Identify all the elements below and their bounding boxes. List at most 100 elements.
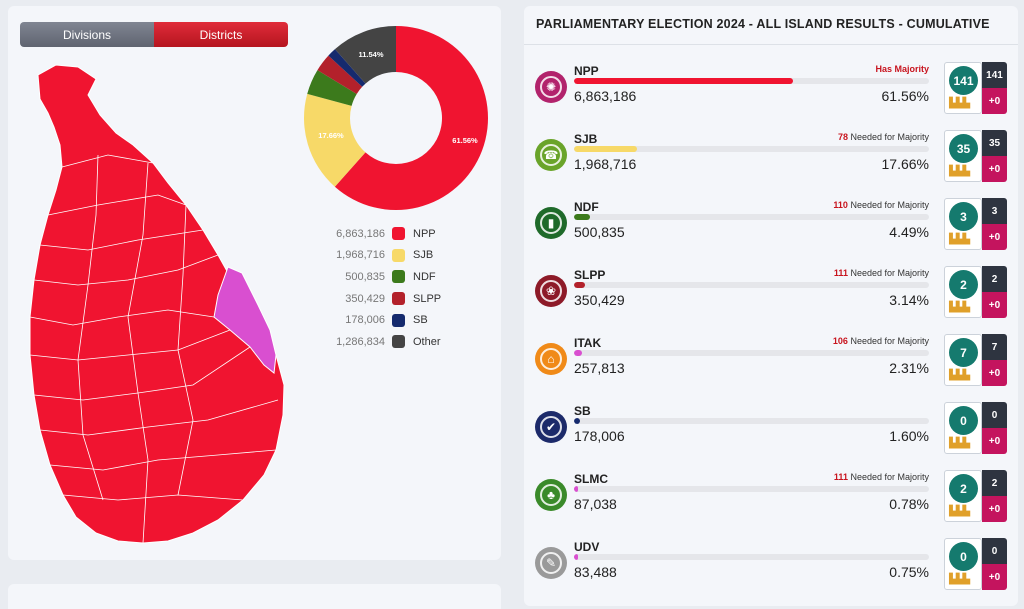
seat-change: +0 (982, 496, 1007, 522)
party-row-npp[interactable]: ✺ NPP Has Majority 6,863,186 61.56% 141 ▙▙▙ 141… (532, 62, 1012, 122)
chair-icon: ▙▙▙ (949, 438, 970, 449)
party-name: UDV (574, 540, 600, 554)
donut-legend: 6,863,186 NPP 1,968,716 SJB 500,835 NDF 350… (330, 223, 480, 353)
vote-percentage: 3.14% (889, 292, 929, 308)
tree-icon: ♣ (535, 479, 567, 511)
gas-cylinder-icon: ▮ (535, 207, 567, 239)
party-row-udv[interactable]: ✎ UDV 83,488 0.75% 0 ▙▙▙ 0 +0 (532, 538, 1012, 598)
party-row-slmc[interactable]: ♣ SLMC 111 Needed for Majority 87,038 0.78% 2… (532, 470, 1012, 530)
chair-icon: ▙▙▙ (949, 98, 970, 109)
seat-box[interactable]: 35 ▙▙▙ 35 +0 (944, 130, 1008, 182)
needed-seats: 111 (833, 268, 848, 278)
legend-row-other[interactable]: 1,286,834 Other (330, 331, 480, 353)
vote-share-bar (574, 350, 929, 356)
legend-name: NDF (413, 270, 436, 283)
legend-value: 350,429 (345, 292, 385, 305)
districts-tab[interactable]: Districts (154, 22, 288, 47)
seat-box[interactable]: 2 ▙▙▙ 2 +0 (944, 470, 1008, 522)
legend-row-slpp[interactable]: 350,429 SLPP (330, 288, 480, 310)
seat-count: 0 (949, 542, 978, 571)
donut-slice-other[interactable] (334, 26, 396, 84)
district-borders (29, 154, 279, 544)
party-row-slpp[interactable]: ❀ SLPP 111 Needed for Majority 350,429 3.14%… (532, 266, 1012, 326)
vote-share-bar (574, 486, 929, 492)
seat-total: 2 (982, 266, 1007, 292)
title-divider (524, 44, 1018, 45)
needed-label: Needed for Majority (847, 200, 929, 210)
party-name: NDF (574, 200, 599, 214)
seat-box[interactable]: 0 ▙▙▙ 0 +0 (944, 402, 1008, 454)
vote-share-fill (574, 146, 637, 152)
party-symbol: ✺ (540, 76, 562, 98)
map-island[interactable] (29, 64, 285, 544)
vote-percentage: 2.31% (889, 360, 929, 376)
chair-icon: ▙▙▙ (949, 302, 970, 313)
legend-row-ndf[interactable]: 500,835 NDF (330, 266, 480, 288)
vote-percentage: 1.60% (889, 428, 929, 444)
seat-change: +0 (982, 428, 1007, 454)
party-symbol: ⌂ (540, 348, 562, 370)
donut-slice-ndf[interactable] (307, 70, 357, 106)
divisions-tab[interactable]: Divisions (20, 22, 154, 47)
legend-value: 1,286,834 (336, 335, 385, 348)
medal-icon: ✔ (535, 411, 567, 443)
sri-lanka-map[interactable] (18, 55, 298, 555)
chair-icon: ▙▙▙ (949, 166, 970, 177)
vote-count: 350,429 (574, 292, 625, 308)
vote-count: 87,038 (574, 496, 617, 512)
vote-count: 6,863,186 (574, 88, 637, 104)
seat-total: 35 (982, 130, 1007, 156)
donut-slice-npp[interactable] (334, 26, 488, 210)
legend-name: SJB (413, 249, 434, 262)
seat-summary: 0 ▙▙▙ (944, 538, 982, 590)
legend-row-npp[interactable]: 6,863,186 NPP (330, 223, 480, 245)
vote-count: 1,968,716 (574, 156, 637, 172)
results-title: PARLIAMENTARY ELECTION 2024 - ALL ISLAND… (536, 17, 990, 31)
needed-label: Needed for Majority (847, 132, 929, 142)
seat-box[interactable]: 141 ▙▙▙ 141 +0 (944, 62, 1008, 114)
legend-name: NPP (413, 227, 436, 240)
vote-count: 83,488 (574, 564, 617, 580)
legend-swatch (392, 292, 405, 306)
party-row-sjb[interactable]: ☎ SJB 78 Needed for Majority 1,968,716 17.66… (532, 130, 1012, 190)
vote-share-donut[interactable]: 61.56% 17.66% 11.54% (300, 22, 492, 214)
map-eastern-region[interactable] (213, 266, 277, 374)
party-row-ndf[interactable]: ▮ NDF 110 Needed for Majority 500,835 4.49% 3… (532, 198, 1012, 258)
party-symbol: ✔ (540, 416, 562, 438)
seat-box[interactable]: 2 ▙▙▙ 2 +0 (944, 266, 1008, 318)
seat-box[interactable]: 7 ▙▙▙ 7 +0 (944, 334, 1008, 386)
vote-share-fill (574, 282, 586, 288)
seat-box[interactable]: 3 ▙▙▙ 3 +0 (944, 198, 1008, 250)
needed-seats: 110 (833, 200, 848, 210)
seat-summary: 35 ▙▙▙ (944, 130, 982, 182)
donut-slice-slpp[interactable] (317, 55, 363, 95)
legend-swatch (392, 335, 405, 349)
vote-share-fill (574, 418, 580, 424)
party-symbol: ✎ (540, 552, 562, 574)
legend-row-sb[interactable]: 178,006 SB (330, 309, 480, 331)
party-name: ITAK (574, 336, 602, 350)
majority-needed: 111 Needed for Majority (732, 472, 929, 482)
legend-row-sjb[interactable]: 1,968,716 SJB (330, 245, 480, 267)
vote-share-bar (574, 78, 929, 84)
seat-count: 2 (949, 474, 978, 503)
donut-slice-sjb[interactable] (304, 93, 366, 187)
seat-total: 0 (982, 538, 1007, 564)
results-panel (524, 6, 1018, 606)
party-row-itak[interactable]: ⌂ ITAK 106 Needed for Majority 257,813 2.31%… (532, 334, 1012, 394)
seat-summary: 7 ▙▙▙ (944, 334, 982, 386)
vote-share-fill (574, 554, 579, 560)
seat-box[interactable]: 0 ▙▙▙ 0 +0 (944, 538, 1008, 590)
party-row-sb[interactable]: ✔ SB 178,006 1.60% 0 ▙▙▙ 0 +0 (532, 402, 1012, 462)
donut-slice-sb[interactable] (328, 49, 366, 87)
legend-name: Other (413, 335, 441, 348)
telephone-icon: ☎ (535, 139, 567, 171)
donut-label-npp: 61.56% (452, 136, 478, 145)
seat-total: 2 (982, 470, 1007, 496)
seat-change: +0 (982, 360, 1007, 386)
compass-icon: ✺ (535, 71, 567, 103)
legend-value: 500,835 (345, 270, 385, 283)
seat-summary: 2 ▙▙▙ (944, 470, 982, 522)
chair-icon: ▙▙▙ (949, 506, 970, 517)
vote-percentage: 17.66% (881, 156, 929, 172)
